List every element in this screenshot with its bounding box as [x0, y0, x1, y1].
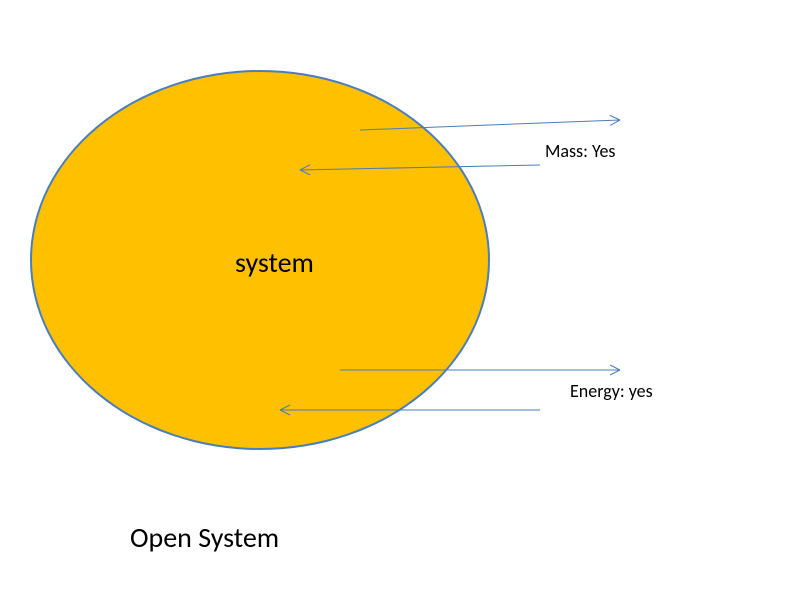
arrow-mass-out: [348, 108, 632, 142]
system-label: system: [235, 245, 314, 280]
mass-label: Mass: Yes: [545, 140, 615, 162]
arrow-mass-in: [288, 153, 552, 182]
arrow-energy-in: [268, 398, 552, 422]
energy-label: Energy: yes: [570, 380, 653, 402]
arrow-energy-out: [328, 358, 632, 382]
diagram-caption: Open System: [130, 520, 279, 555]
